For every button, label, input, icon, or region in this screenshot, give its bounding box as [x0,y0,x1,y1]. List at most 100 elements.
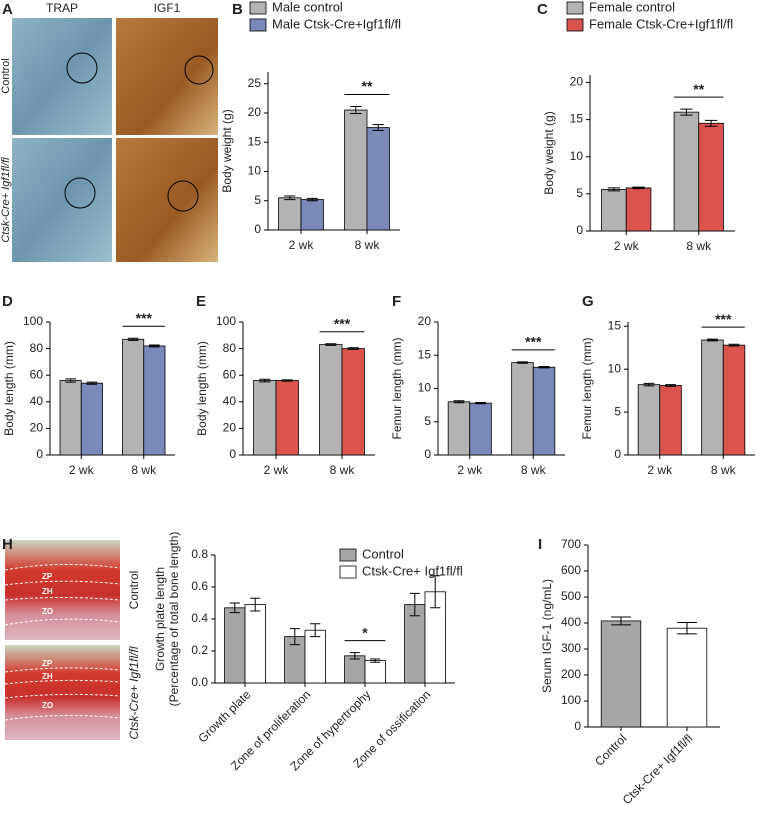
significance-label: *** [136,310,153,326]
error-bar [538,366,550,369]
column-label: IGF1 [154,1,181,15]
y-tick-label: 0 [574,719,581,733]
micrograph [12,18,112,135]
legend-swatch [339,548,357,562]
legend-swatch [249,18,267,32]
bar [447,401,471,456]
y-axis-label: Femur length (mm) [580,337,594,439]
bar [253,380,277,456]
legend-swatch [339,565,357,579]
y-tick-label: 10 [248,164,262,178]
y-tick-label: 0 [254,222,261,236]
x-tick-label: 8 wk [131,463,157,477]
bar [244,604,266,684]
error-bar [680,108,693,116]
y-tick-label: 15 [570,112,584,126]
error-bar [475,401,486,405]
y-tick-label: 0.8 [191,547,208,561]
y-tick-label: 80 [223,341,237,355]
zone-label: ZH [42,587,53,596]
bar [344,655,366,684]
x-tick-label: Growth plate [195,687,253,745]
bar [600,620,642,728]
bar [701,339,724,456]
zone-label: ZP [42,659,53,668]
error-bar [409,592,420,617]
significance-label: *** [525,334,542,350]
y-tick-label: 60 [223,367,237,381]
bar [122,338,145,456]
y-tick-label: 300 [561,641,581,655]
y-axis-label: Body length (mm) [195,341,209,436]
y-tick-label: 5 [614,404,621,418]
bar [404,604,426,684]
error-bar [370,658,381,663]
y-axis-label: Body weight (g) [220,109,234,192]
bar [143,345,166,456]
row-label: Ctsk-Cre+ Igf1fl/fl [0,157,12,243]
panel-letter: B [232,1,243,18]
error-bar [86,381,98,385]
y-tick-label: 0 [229,447,236,461]
circle-marker [66,52,98,84]
x-tick-label: 2 wk [289,238,315,252]
error-bar [517,361,528,364]
y-tick-label: 100 [23,314,43,328]
error-bar [347,347,359,350]
y-tick-label: 25 [248,76,262,90]
y-tick-label: 10 [418,381,432,395]
y-tick-label: 100 [561,693,581,707]
legend-label: Female control [589,0,675,14]
y-axis-label: Growth plate length [153,567,167,671]
y-tick-label: 200 [561,667,581,681]
error-bar [325,343,337,346]
y-tick-label: 5 [424,414,431,428]
micrograph [5,540,120,640]
error-bar [306,197,318,202]
zone-boundary [4,667,121,721]
y-tick-label: 40 [223,394,237,408]
row-label: Control [0,58,12,93]
error-bar [707,338,718,342]
x-tick-label: Ctsk-Cre+ Igf1fl/fl [620,731,696,807]
zone-label: ZP [42,572,53,581]
bar [275,380,299,456]
bar [278,197,302,231]
y-tick-label: 0 [614,447,621,461]
circle-marker [167,180,199,212]
y-tick-label: 5 [254,193,261,207]
error-bar [453,400,465,404]
x-tick-label: 2 wk [457,463,483,477]
x-tick-label: 8 wk [330,463,356,477]
legend-swatch [566,18,584,32]
legend-label: Male Ctsk-Cre+Igf1fl/fl [272,16,401,31]
panel-letter: I [538,536,542,553]
y-tick-label: 5 [576,186,583,200]
error-bar [65,378,76,383]
bar [300,199,324,231]
error-bar [611,616,631,626]
circle-marker [184,55,214,85]
error-bar [149,344,160,348]
bar [698,122,724,232]
error-bar [728,343,740,347]
x-tick-label: 8 wk [686,239,712,253]
error-bar [281,379,293,382]
panel-letter: F [392,293,401,310]
legend-label: Ctsk-Cre+ Igf1fl/fl [362,563,463,578]
panel-letter: C [537,1,548,18]
bar [601,188,627,232]
x-tick-label: 2 wk [69,463,95,477]
bar [364,660,386,684]
y-tick-label: 10 [608,361,622,375]
bar [637,384,661,456]
y-tick-label: 600 [561,563,581,577]
y-axis-label: Body length (mm) [2,341,16,436]
significance-label: *** [715,311,732,327]
zone-label: ZO [42,701,53,710]
bar [59,380,82,456]
y-tick-label: 20 [223,421,237,435]
y-tick-label: 0 [424,447,431,461]
error-bar [632,186,645,190]
error-bar [350,106,362,115]
